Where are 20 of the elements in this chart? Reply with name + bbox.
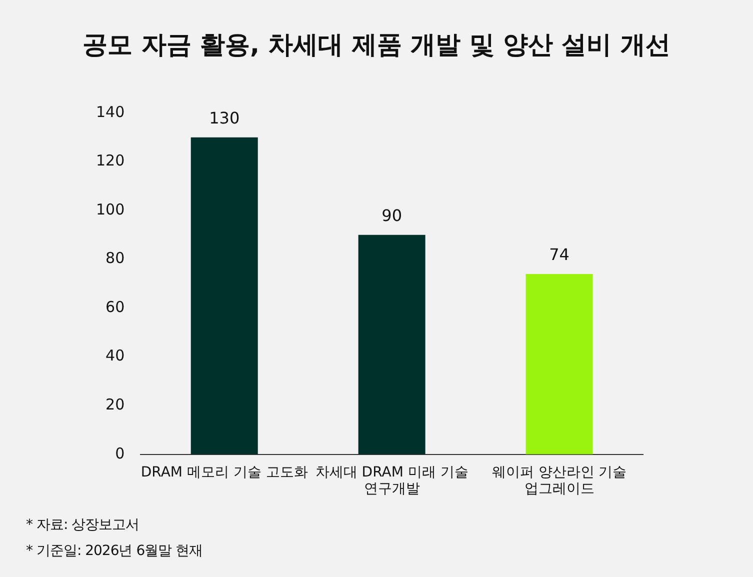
data-label: 130 bbox=[209, 108, 240, 128]
x-tick-label: DRAM 메모리 기술 고도화 bbox=[140, 464, 308, 480]
x-tick-label: 웨이퍼 양산라인 기술 업그레이드 bbox=[492, 464, 627, 498]
data-label: 90 bbox=[382, 206, 402, 226]
y-tick-label: 0 bbox=[115, 444, 125, 462]
y-tick-label: 140 bbox=[96, 102, 125, 121]
y-tick-label: 80 bbox=[106, 249, 125, 268]
x-tick-label: 차세대 DRAM 미래 기술 연구개발 bbox=[315, 464, 468, 498]
y-tick-label: 100 bbox=[96, 200, 125, 218]
y-tick-label: 40 bbox=[106, 346, 125, 365]
bar bbox=[358, 234, 426, 454]
bar bbox=[190, 137, 258, 454]
y-tick-label: 20 bbox=[106, 396, 125, 414]
text: * 기준일: 2026년 6월말 현재 bbox=[26, 542, 203, 561]
data-label: 74 bbox=[549, 245, 570, 264]
text: * 자료: 상장보고서 bbox=[26, 516, 140, 535]
y-tick-label: 60 bbox=[106, 298, 125, 316]
bar bbox=[526, 274, 593, 454]
chart-title: 공모 자금 활용, 차세대 제품 개발 및 양산 설비 개선 bbox=[82, 29, 672, 61]
y-tick-label: 120 bbox=[96, 152, 125, 170]
